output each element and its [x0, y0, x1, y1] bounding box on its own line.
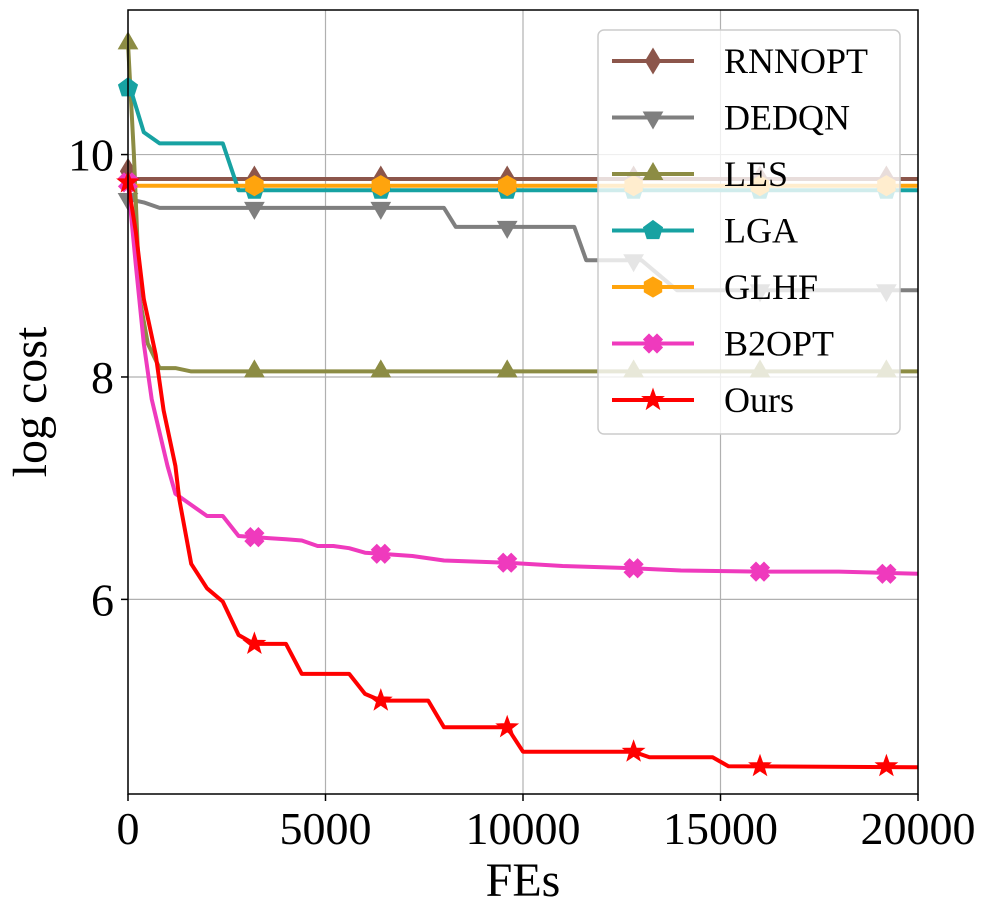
legend-item-lga: LGA — [612, 211, 798, 251]
legend-item-les: LES — [612, 154, 788, 194]
data-point-dedqn — [370, 201, 392, 220]
legend-item-rnnopt: RNNOPT — [612, 41, 868, 81]
legend-label-glhf: GLHF — [724, 267, 818, 307]
legend-label-lga: LGA — [724, 211, 798, 251]
legend-marker-lga — [642, 219, 664, 240]
data-point-ours — [242, 631, 267, 654]
data-point-ours — [748, 753, 772, 777]
data-point-ours — [874, 753, 899, 777]
data-point-glhf — [498, 175, 517, 197]
legend-marker-les — [642, 161, 664, 180]
legend-label-rnnopt: RNNOPT — [724, 41, 868, 81]
data-point-b2opt — [370, 543, 391, 564]
data-point-b2opt — [497, 552, 518, 573]
data-point-les — [370, 359, 392, 378]
data-point-b2opt — [749, 561, 771, 582]
y-axis-label: log cost — [4, 326, 57, 477]
legend: RNNOPT DEDQN LES LGA GLHF B2OPT Ours — [597, 29, 901, 435]
legend-label-les: LES — [724, 154, 788, 194]
x-tick-label: 0 — [117, 803, 140, 854]
legend-marker-dedqn — [642, 111, 664, 130]
y-tick-label: 6 — [91, 574, 114, 625]
data-point-ours — [368, 688, 393, 711]
x-tick-label: 20000 — [861, 803, 976, 854]
data-point-les — [244, 359, 265, 378]
x-tick-label: 15000 — [663, 803, 778, 854]
legend-item-ours: Ours — [612, 380, 794, 420]
data-point-glhf — [245, 175, 264, 197]
y-tick-label: 10 — [68, 130, 114, 181]
data-point-b2opt — [623, 558, 644, 579]
x-tick-label: 10000 — [466, 803, 581, 854]
legend-marker-b2opt — [642, 333, 664, 354]
x-tick-label: 5000 — [280, 803, 372, 854]
legend-box — [597, 29, 901, 435]
data-point-dedqn — [244, 201, 265, 220]
data-point-glhf — [371, 175, 390, 197]
data-point-ours — [495, 714, 520, 738]
x-axis-label: FEs — [486, 854, 561, 907]
data-point-b2opt — [876, 563, 897, 584]
legend-label-ours: Ours — [724, 380, 794, 420]
series-ours — [116, 169, 919, 777]
data-point-b2opt — [244, 526, 265, 548]
legend-item-dedqn: DEDQN — [612, 98, 850, 138]
y-tick-label: 8 — [91, 352, 114, 403]
ticks: 0 5000 10000 15000 20000 6 8 10 — [68, 130, 976, 854]
series-b2opt — [117, 172, 919, 584]
legend-marker-glhf — [643, 276, 663, 298]
legend-label-b2opt: B2OPT — [724, 324, 834, 364]
data-point-les — [496, 359, 518, 378]
series-line-ours — [126, 182, 919, 770]
legend-marker-ours — [641, 387, 665, 411]
legend-label-dedqn: DEDQN — [724, 98, 850, 138]
legend-item-b2opt: B2OPT — [612, 324, 834, 364]
series-line-b2opt — [126, 182, 919, 576]
legend-item-glhf: GLHF — [612, 267, 818, 307]
data-point-dedqn — [496, 220, 518, 239]
legend-marker-rnnopt — [644, 47, 662, 75]
data-point-ours — [621, 739, 646, 762]
